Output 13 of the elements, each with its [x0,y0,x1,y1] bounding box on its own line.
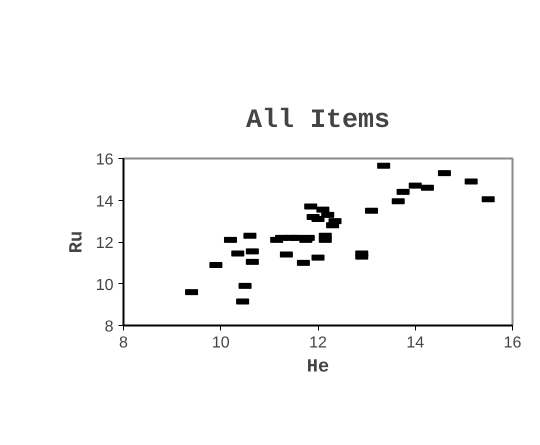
x-tick-label: 10 [212,334,230,352]
x-tick-label: 8 [119,334,128,352]
chart-title: All Items [246,106,390,136]
x-tick-label: 14 [406,334,424,352]
y-tick-label: 12 [96,235,114,252]
x-axis-title: He [306,356,330,378]
y-tick-label: 14 [96,193,114,210]
x-tick-label: 12 [309,334,327,352]
x-tick-label: 16 [504,334,522,352]
y-tick-label: 16 [96,152,114,168]
y-tick-label: 8 [104,318,114,336]
y-axis-title: Ru [66,230,88,254]
y-tick-label: 10 [96,276,114,294]
